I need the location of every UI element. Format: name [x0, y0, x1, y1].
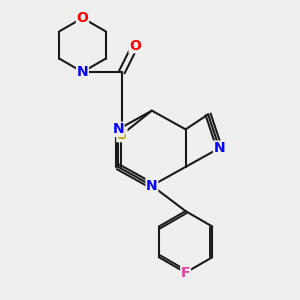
Text: F: F — [181, 266, 190, 280]
Text: N: N — [112, 122, 124, 136]
Text: N: N — [146, 178, 158, 193]
Text: S: S — [117, 128, 127, 142]
Text: N: N — [77, 65, 88, 79]
Text: N: N — [214, 141, 225, 155]
Text: O: O — [129, 39, 141, 53]
Text: O: O — [76, 11, 88, 25]
